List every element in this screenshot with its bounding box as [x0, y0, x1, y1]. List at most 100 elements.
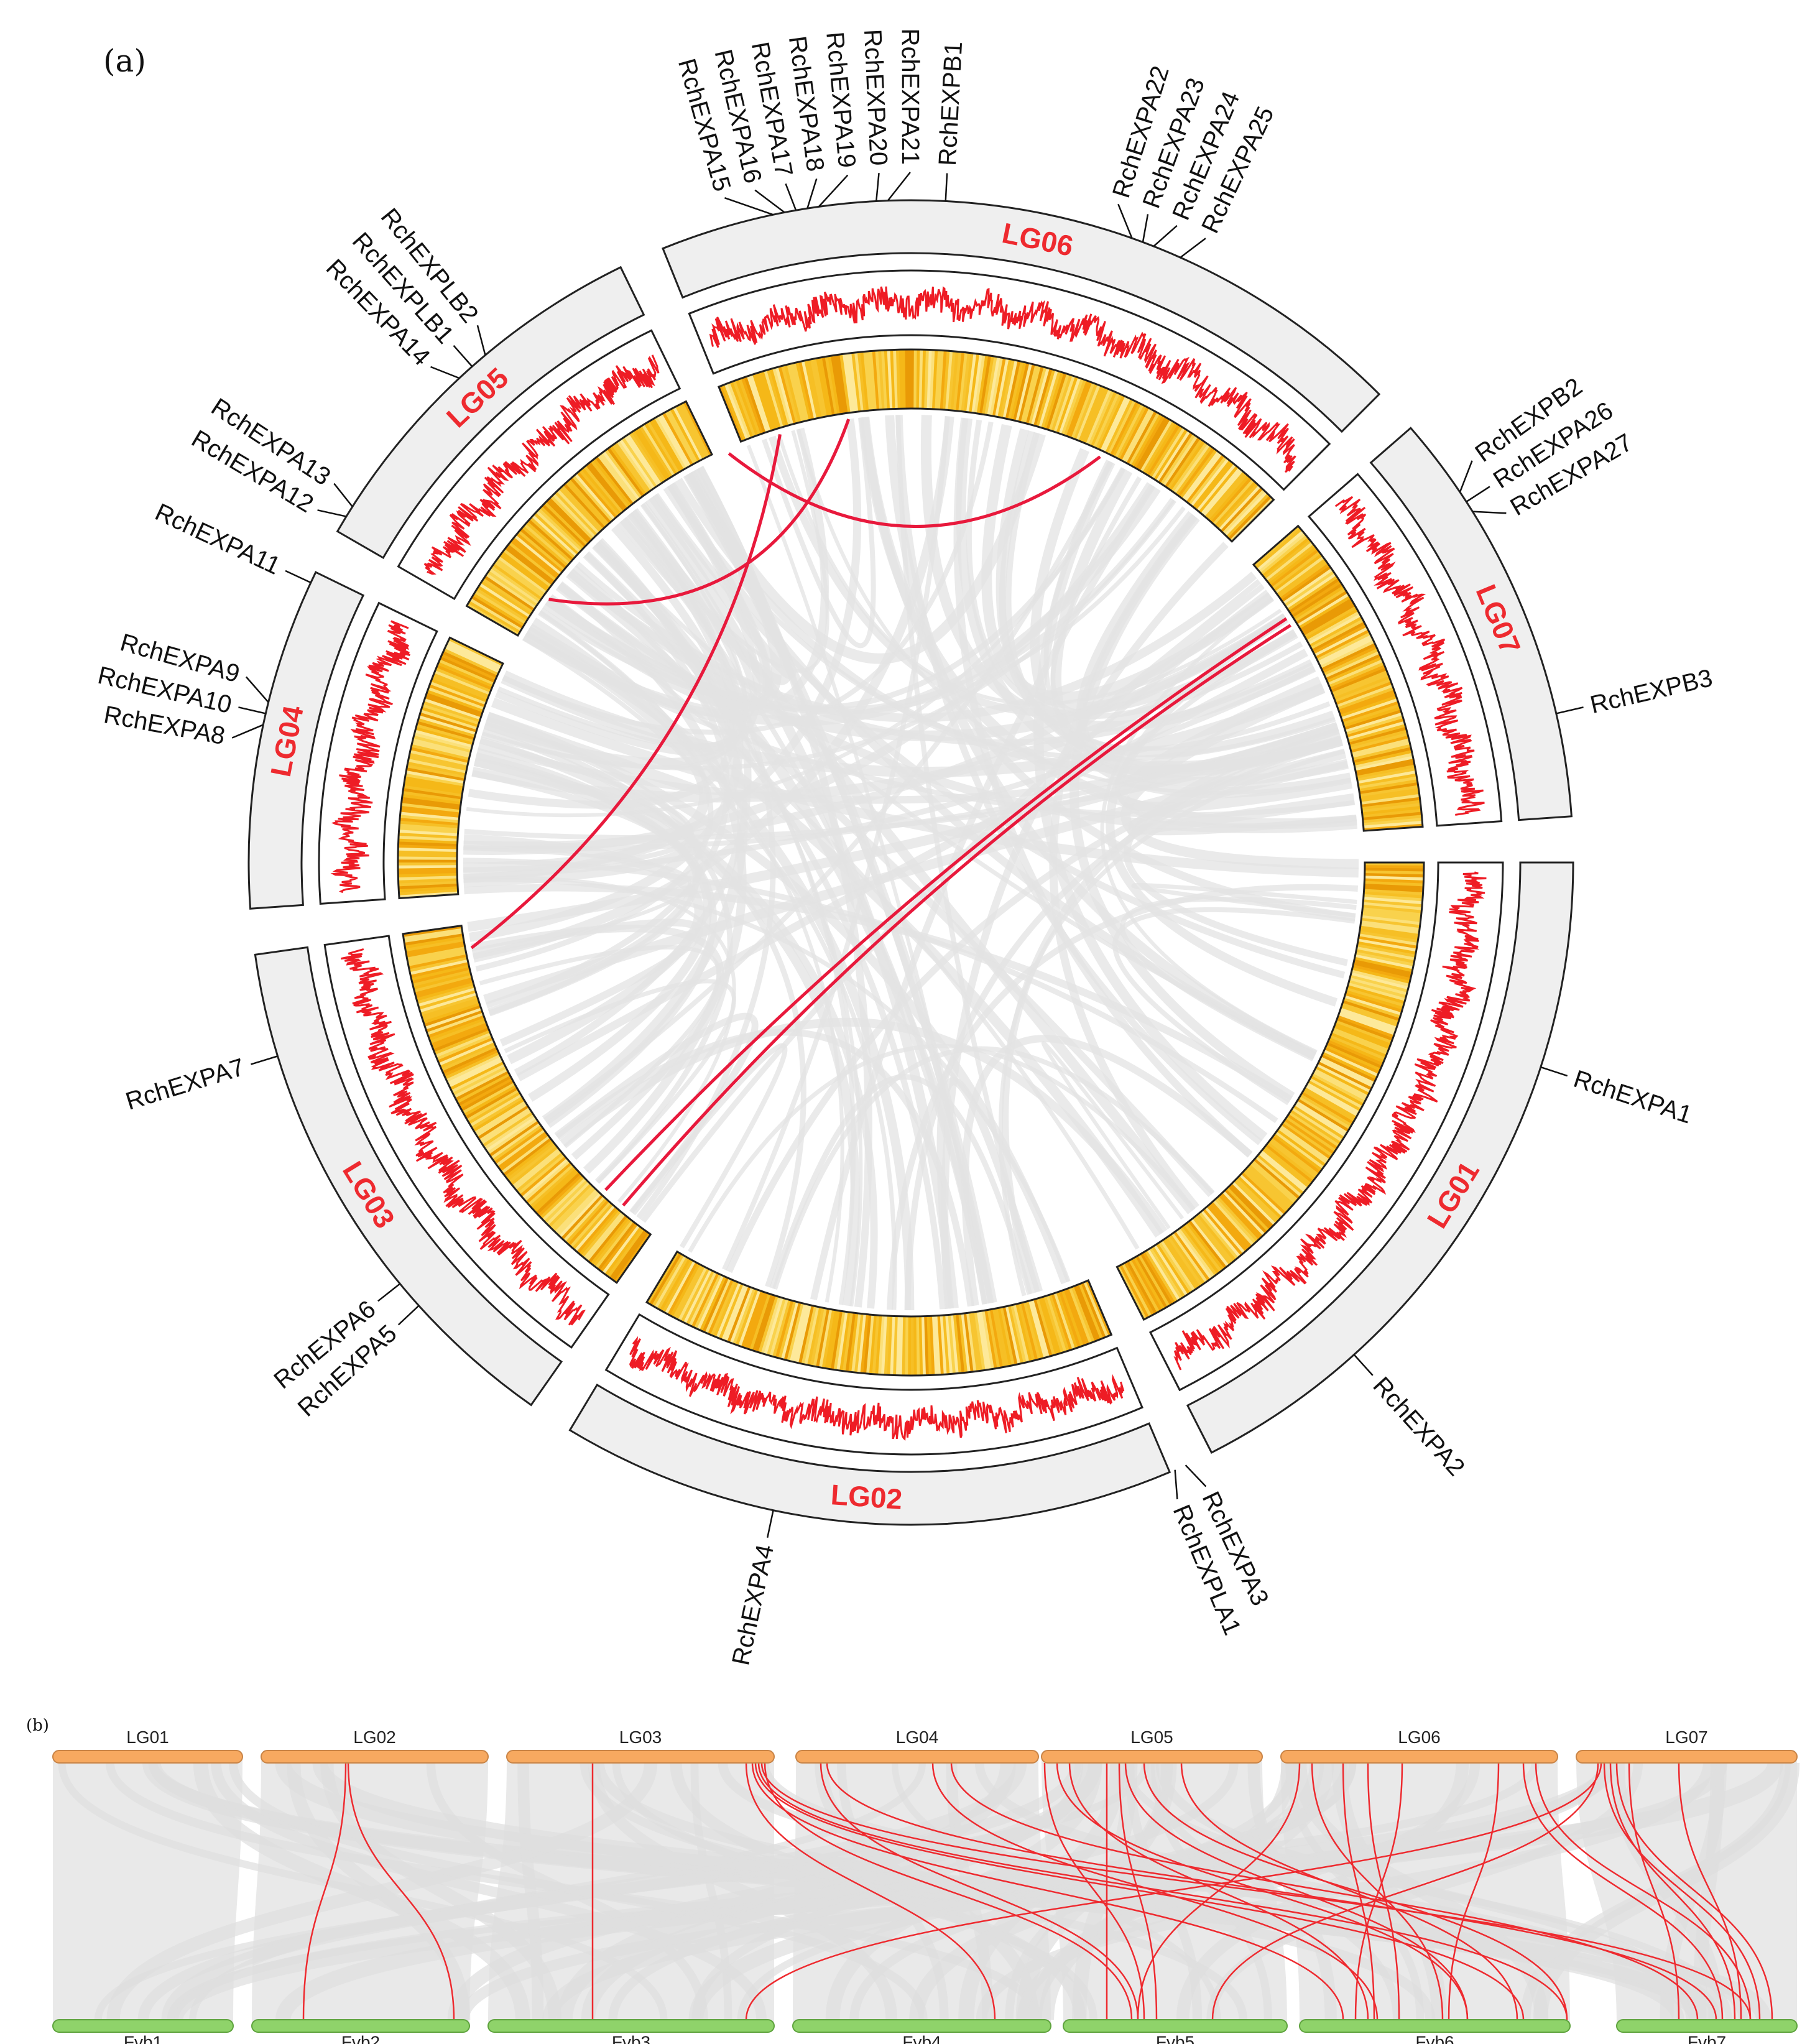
heatmap-cell	[1124, 1262, 1155, 1316]
heatmap-cell	[494, 560, 544, 598]
heatmap-cell	[1135, 417, 1168, 470]
gene-density-line-ring	[318, 269, 1504, 1456]
heatmap-cell	[1053, 1292, 1076, 1350]
heatmap-cell	[423, 700, 481, 723]
heatmap-cell	[445, 1053, 501, 1083]
heatmap-cell	[1273, 1133, 1323, 1172]
heatmap-cell	[1237, 1176, 1282, 1219]
heatmap-cell	[626, 433, 662, 485]
heatmap-cell	[1061, 378, 1084, 435]
heatmap-cell	[520, 527, 567, 569]
heatmap-cell	[599, 452, 639, 502]
bottom-chromosome-bar	[1299, 2019, 1571, 2033]
heatmap-cell	[522, 525, 569, 567]
heatmap-cell	[489, 1120, 540, 1157]
heatmap-cell	[699, 1275, 727, 1331]
heatmap-cell	[721, 384, 747, 441]
heatmap-cell	[654, 416, 687, 469]
heatmap-cell	[574, 1205, 616, 1252]
heatmap-cell	[1342, 1000, 1400, 1022]
background-synteny-links	[463, 415, 1359, 1311]
gene-tick	[333, 483, 353, 507]
gene-tick	[231, 724, 264, 739]
heatmap-cell	[1282, 568, 1333, 605]
heatmap-cell	[1351, 735, 1409, 754]
heatmap-cell	[548, 1183, 592, 1228]
heatmap-cell	[1041, 371, 1061, 429]
synteny-link	[941, 542, 1229, 1309]
heatmap-cell	[863, 351, 872, 411]
heatmap-cell	[1165, 437, 1201, 488]
heatmap-cell	[1045, 1295, 1067, 1353]
heatmap-cell	[447, 1056, 502, 1085]
heatmap-cell	[1359, 933, 1418, 946]
heatmap-cell	[1300, 1094, 1352, 1127]
heatmap-cell	[1349, 729, 1408, 748]
heatmap-cell	[1181, 1225, 1220, 1275]
heatmap-cell	[428, 1017, 486, 1041]
heatmap-cell	[1171, 1232, 1208, 1283]
heatmap-cell	[1347, 724, 1406, 743]
heatmap-cell	[760, 371, 782, 428]
heatmap-cell	[1211, 477, 1252, 524]
heatmap-cell	[721, 1284, 746, 1341]
ortholog-link	[1535, 1762, 1752, 2020]
heatmap-cell	[567, 1200, 609, 1246]
heatmap-cell	[735, 1288, 759, 1346]
heatmap-cell	[749, 1293, 771, 1351]
heatmap-cell	[989, 357, 1004, 416]
heatmap-cell	[1076, 384, 1101, 441]
heatmap-cell	[1212, 1200, 1255, 1246]
ortholog-link	[1678, 1762, 1742, 2020]
synteny-link	[463, 876, 736, 1203]
heatmap-cell	[979, 355, 992, 415]
heatmap-cell	[664, 1260, 696, 1315]
line-track-frame	[323, 935, 610, 1349]
heatmap-cell	[521, 1158, 569, 1200]
heatmap-cell	[570, 477, 612, 524]
heatmap-cell	[1308, 614, 1362, 645]
heatmap-cell	[595, 456, 634, 505]
heatmap-cell	[1162, 435, 1198, 487]
heatmap-cell	[1200, 1210, 1241, 1258]
heatmap-cell	[828, 356, 841, 415]
collinear-link	[1520, 1762, 1791, 2020]
heatmap-cell	[1267, 1142, 1316, 1182]
heatmap-cell	[607, 447, 645, 497]
heatmap-cell	[1083, 387, 1109, 444]
gene-tick	[377, 1283, 400, 1302]
heatmap-cell	[665, 410, 696, 465]
heatmap-cell	[1361, 797, 1420, 808]
gene-tick	[1185, 1464, 1207, 1487]
heatmap-cell	[693, 1274, 722, 1329]
heatmap-cell	[416, 982, 474, 1001]
heatmap-cell	[1344, 992, 1403, 1013]
synteny-link	[484, 711, 704, 795]
heatmap-cell	[895, 1316, 901, 1376]
heatmap-cell	[1124, 409, 1155, 463]
heatmap-cell	[399, 823, 459, 831]
synteny-link	[953, 417, 1253, 1158]
heatmap-cell	[1093, 392, 1120, 448]
heatmap-cell	[1281, 1122, 1331, 1160]
heatmap-cell	[749, 374, 772, 432]
heatmap-cell	[400, 805, 460, 815]
heatmap-cell	[571, 1203, 614, 1250]
heatmap-cell	[443, 648, 499, 676]
heatmap-cell	[1355, 951, 1414, 967]
heatmap-cell	[398, 867, 458, 872]
heatmap-cell	[1303, 1087, 1357, 1120]
heatmap-cell	[420, 994, 478, 1015]
heatmap-cell	[1291, 583, 1343, 618]
heatmap-cell	[1214, 481, 1257, 527]
heatmap-cell	[1354, 750, 1413, 766]
heatmap-cell	[1268, 1140, 1318, 1179]
heatmap-cell	[1322, 1052, 1377, 1080]
heatmap-cell	[421, 997, 479, 1019]
heatmap-cell	[859, 1314, 869, 1374]
heatmap-cell	[940, 350, 948, 410]
heatmap-cell	[1296, 1098, 1349, 1132]
heatmap-cell	[942, 1315, 950, 1375]
heatmap-cell	[1002, 1306, 1018, 1366]
heatmap-cell	[1138, 418, 1171, 471]
